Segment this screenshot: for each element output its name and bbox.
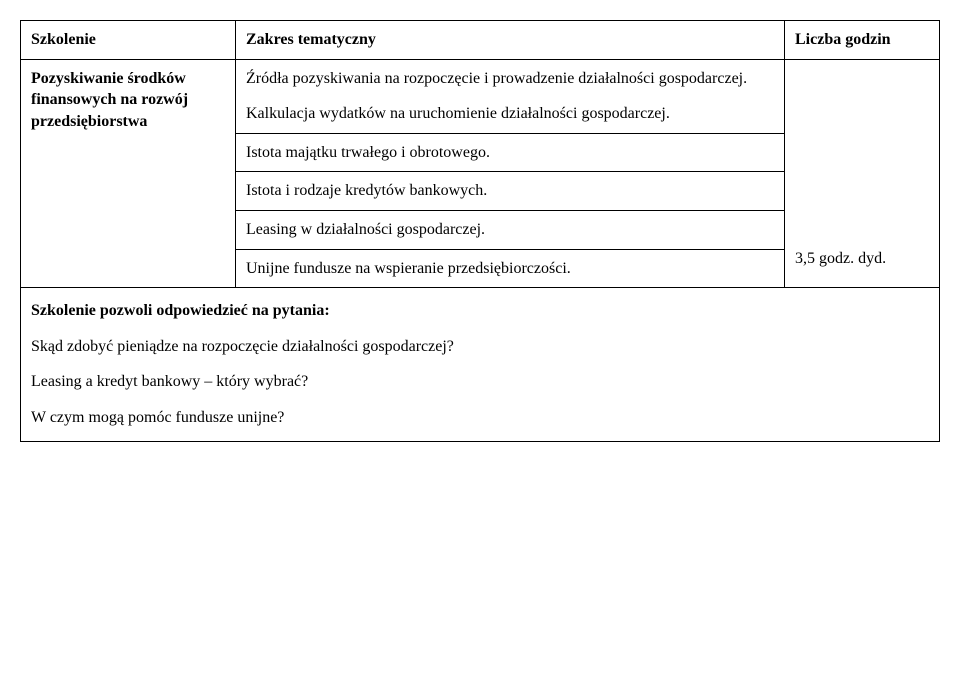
questions-cell: Szkolenie pozwoli odpowiedzieć na pytani… — [21, 288, 940, 441]
training-table: Szkolenie Zakres tematyczny Liczba godzi… — [20, 20, 940, 442]
topic-text: Kalkulacja wydatków na uruchomienie dzia… — [246, 103, 774, 125]
questions-lead: Szkolenie pozwoli odpowiedzieć na pytani… — [31, 300, 929, 322]
training-title: Pozyskiwanie środków finansowych na rozw… — [21, 59, 236, 288]
topic-cell-2: Istota majątku trwałego i obrotowego. — [236, 133, 785, 172]
header-godzin: Liczba godzin — [785, 21, 940, 60]
table-header-row: Szkolenie Zakres tematyczny Liczba godzi… — [21, 21, 940, 60]
table-row: Pozyskiwanie środków finansowych na rozw… — [21, 59, 940, 133]
question-item: W czym mogą pomóc fundusze unijne? — [31, 407, 929, 429]
training-table-container: Szkolenie Zakres tematyczny Liczba godzi… — [20, 20, 940, 442]
topic-text: Źródła pozyskiwania na rozpoczęcie i pro… — [246, 68, 774, 90]
questions-row: Szkolenie pozwoli odpowiedzieć na pytani… — [21, 288, 940, 441]
header-szkolenie: Szkolenie — [21, 21, 236, 60]
topic-cell-1: Źródła pozyskiwania na rozpoczęcie i pro… — [236, 59, 785, 133]
topic-cell-5: Unijne fundusze na wspieranie przedsiębi… — [236, 249, 785, 288]
question-item: Leasing a kredyt bankowy – który wybrać? — [31, 371, 929, 393]
hours-cell: 3,5 godz. dyd. — [785, 59, 940, 288]
hours-text: 3,5 godz. dyd. — [795, 248, 929, 270]
topic-cell-3: Istota i rodzaje kredytów bankowych. — [236, 172, 785, 211]
question-item: Skąd zdobyć pieniądze na rozpoczęcie dzi… — [31, 336, 929, 358]
header-zakres: Zakres tematyczny — [236, 21, 785, 60]
topic-cell-4: Leasing w działalności gospodarczej. — [236, 210, 785, 249]
